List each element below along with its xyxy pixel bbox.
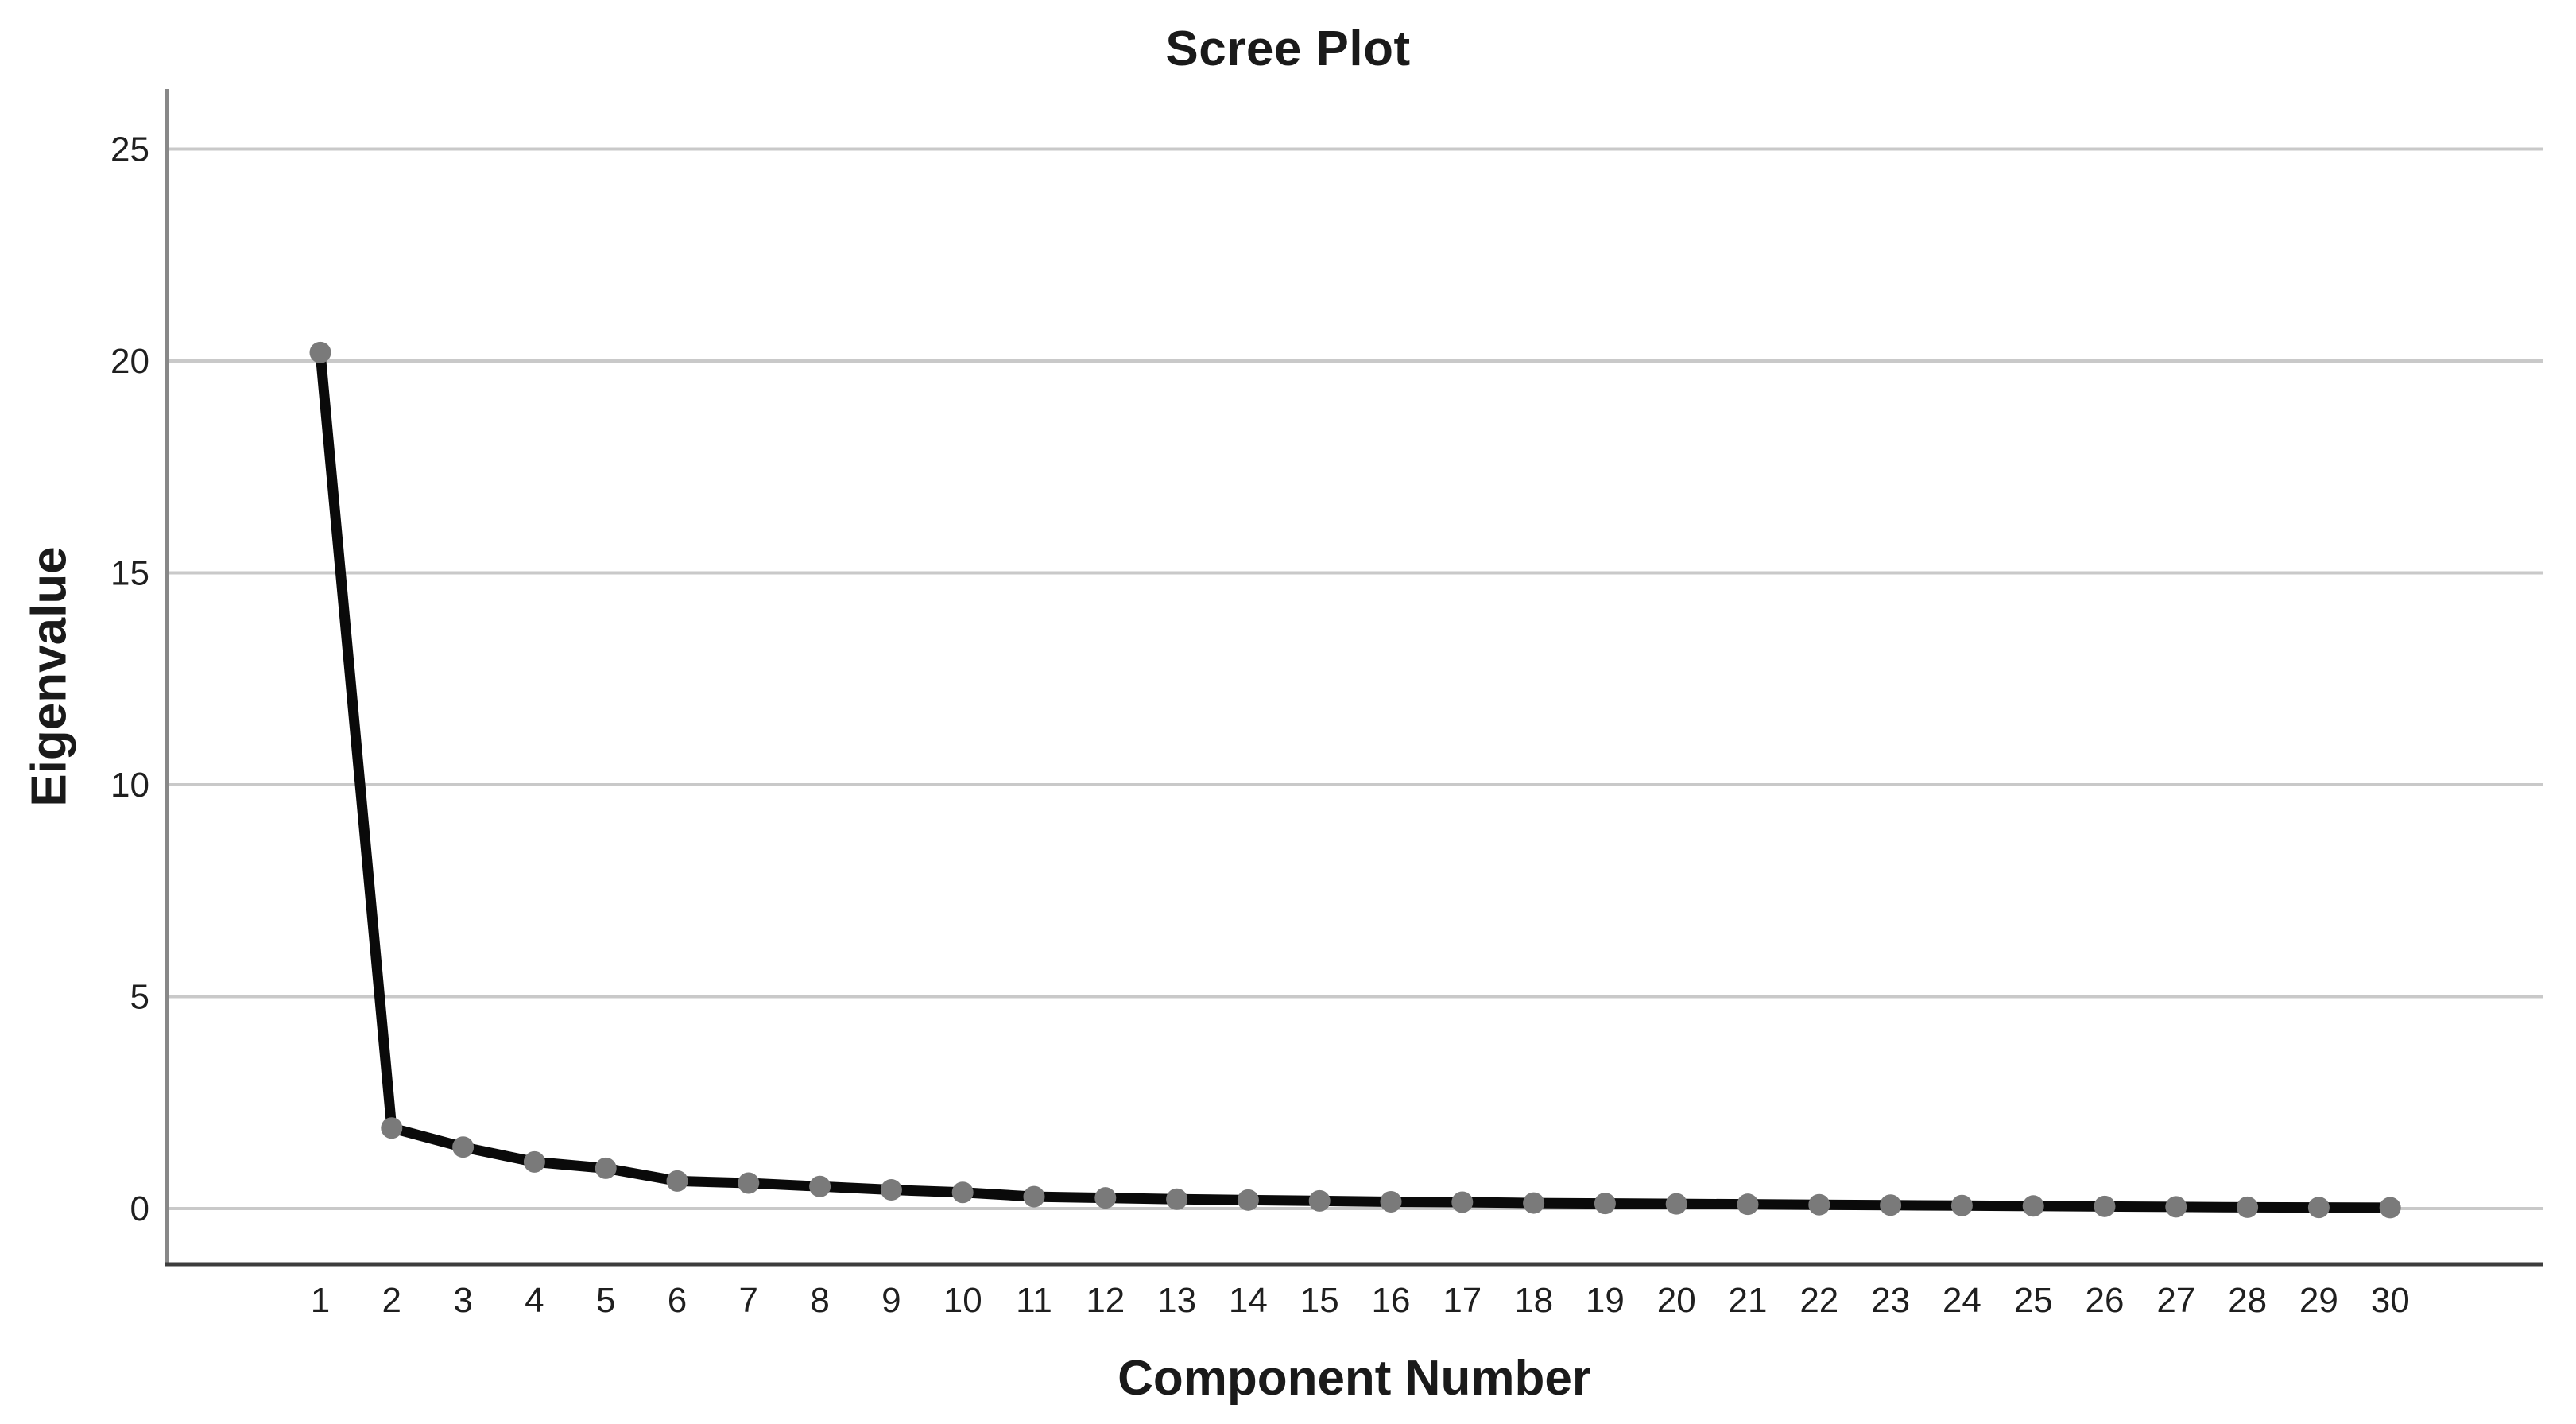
data-point bbox=[595, 1157, 617, 1179]
x-tick-label: 28 bbox=[2228, 1281, 2267, 1320]
data-point bbox=[1737, 1193, 1759, 1216]
data-point bbox=[2022, 1195, 2044, 1217]
x-tick-label: 25 bbox=[2014, 1281, 2053, 1320]
x-tick-label: 12 bbox=[1086, 1281, 1125, 1320]
x-tick-label: 13 bbox=[1157, 1281, 1196, 1320]
x-tick-label: 4 bbox=[525, 1281, 544, 1320]
y-tick-label: 25 bbox=[110, 130, 149, 169]
data-point bbox=[1523, 1192, 1545, 1214]
x-tick-label: 20 bbox=[1657, 1281, 1696, 1320]
x-axis-title: Component Number bbox=[1118, 1351, 1591, 1406]
data-point bbox=[1665, 1193, 1687, 1215]
data-point bbox=[1308, 1189, 1331, 1212]
x-tick-label: 22 bbox=[1799, 1281, 1838, 1320]
data-point bbox=[452, 1136, 475, 1158]
x-tick-label: 23 bbox=[1871, 1281, 1910, 1320]
y-tick-label: 0 bbox=[130, 1189, 149, 1228]
data-point bbox=[2165, 1196, 2187, 1218]
y-tick-label: 10 bbox=[110, 766, 149, 805]
x-tick-label: 29 bbox=[2299, 1281, 2338, 1320]
x-tick-label: 30 bbox=[2371, 1281, 2410, 1320]
data-point bbox=[309, 341, 331, 363]
data-point bbox=[1023, 1185, 1045, 1208]
data-point bbox=[738, 1172, 760, 1194]
data-point bbox=[666, 1170, 688, 1192]
x-tick-label: 5 bbox=[596, 1281, 615, 1320]
data-point bbox=[1237, 1189, 1259, 1211]
chart-title: Scree Plot bbox=[1165, 21, 1411, 76]
x-tick-label: 7 bbox=[739, 1281, 758, 1320]
y-tick-label: 20 bbox=[110, 342, 149, 381]
y-tick-label: 15 bbox=[110, 554, 149, 593]
data-point bbox=[1880, 1194, 1902, 1216]
x-tick-label: 19 bbox=[1586, 1281, 1625, 1320]
data-point bbox=[1380, 1190, 1402, 1213]
x-tick-label: 6 bbox=[668, 1281, 687, 1320]
x-tick-label: 27 bbox=[2156, 1281, 2195, 1320]
x-tick-label: 16 bbox=[1372, 1281, 1411, 1320]
y-tick-label: 5 bbox=[130, 978, 149, 1017]
x-tick-label: 18 bbox=[1514, 1281, 1553, 1320]
x-tick-label: 3 bbox=[453, 1281, 472, 1320]
x-tick-label: 1 bbox=[311, 1281, 330, 1320]
data-point bbox=[2307, 1197, 2330, 1219]
data-point bbox=[809, 1175, 831, 1197]
x-tick-label: 26 bbox=[2086, 1281, 2125, 1320]
data-point bbox=[1950, 1194, 1973, 1216]
data-point bbox=[1594, 1193, 1616, 1215]
data-point bbox=[2379, 1197, 2401, 1219]
eigenvalue-line bbox=[315, 347, 2396, 1213]
x-tick-label: 9 bbox=[881, 1281, 901, 1320]
data-point bbox=[1808, 1193, 1830, 1216]
data-point bbox=[1451, 1191, 1474, 1213]
data-point bbox=[2094, 1195, 2116, 1217]
x-tick-label: 15 bbox=[1300, 1281, 1339, 1320]
x-tick-label: 10 bbox=[943, 1281, 982, 1320]
data-point bbox=[880, 1179, 902, 1201]
data-point bbox=[523, 1150, 545, 1173]
x-tick-label: 17 bbox=[1443, 1281, 1482, 1320]
x-tick-label: 14 bbox=[1229, 1281, 1268, 1320]
data-point bbox=[951, 1181, 974, 1204]
x-tick-label: 11 bbox=[1016, 1281, 1052, 1320]
data-point bbox=[1166, 1188, 1188, 1210]
x-tick-label: 2 bbox=[382, 1281, 401, 1320]
x-tick-label: 8 bbox=[810, 1281, 829, 1320]
data-point bbox=[2237, 1196, 2259, 1218]
x-tick-label: 21 bbox=[1729, 1281, 1768, 1320]
data-point bbox=[1094, 1187, 1117, 1209]
x-tick-label: 24 bbox=[1943, 1281, 1981, 1320]
data-point bbox=[381, 1117, 403, 1139]
